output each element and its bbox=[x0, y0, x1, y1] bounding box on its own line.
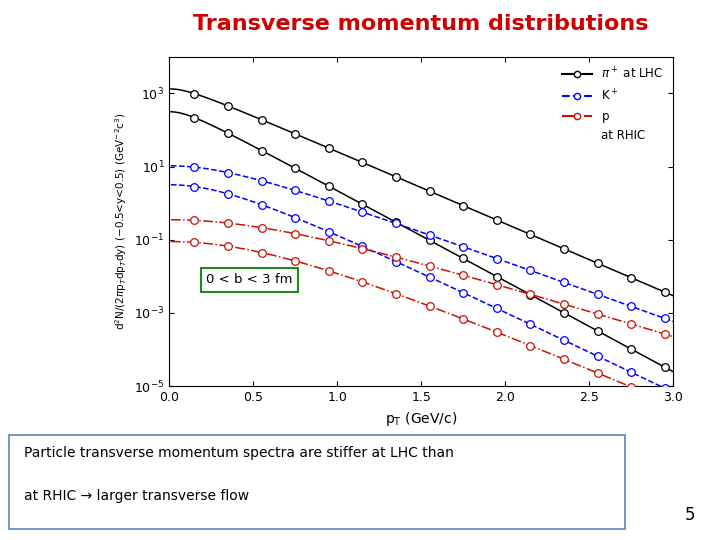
Y-axis label: d$^2$N/(2$\pi$p$_T$dp$_T$dy) ($-$0.5<y<0.5) (GeV$^{-2}$c$^3$): d$^2$N/(2$\pi$p$_T$dp$_T$dy) ($-$0.5<y<0… bbox=[113, 112, 129, 330]
Text: 0 < b < 3 fm: 0 < b < 3 fm bbox=[206, 273, 292, 286]
Text: Particle transverse momentum spectra are stiffer at LHC than: Particle transverse momentum spectra are… bbox=[24, 446, 454, 460]
Text: Transverse momentum distributions: Transverse momentum distributions bbox=[194, 14, 649, 33]
Legend: $\pi^+$ at LHC, K$^+$, p, at RHIC: $\pi^+$ at LHC, K$^+$, p, at RHIC bbox=[559, 63, 667, 146]
Text: 5: 5 bbox=[684, 506, 695, 524]
X-axis label: $\mathregular{p_T}$ (GeV/c): $\mathregular{p_T}$ (GeV/c) bbox=[385, 409, 457, 428]
Text: at RHIC → larger transverse flow: at RHIC → larger transverse flow bbox=[24, 489, 249, 503]
